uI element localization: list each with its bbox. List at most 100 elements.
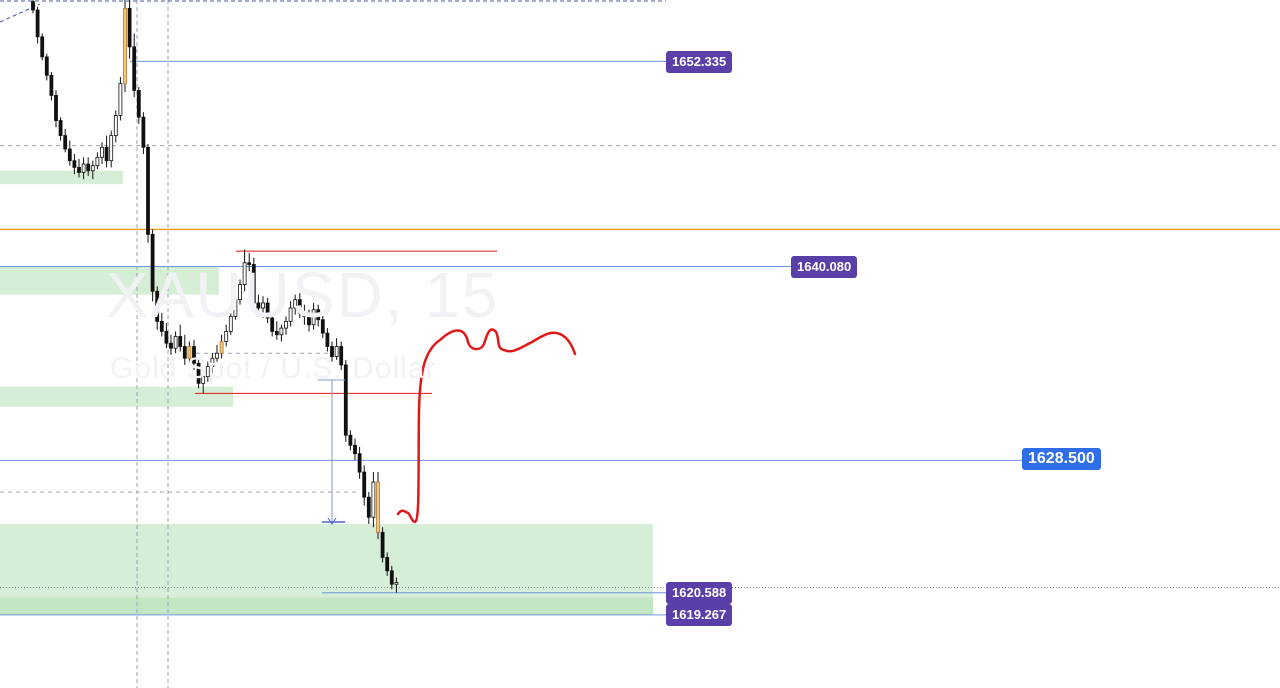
- candle-body: [389, 570, 394, 585]
- candle-body: [95, 156, 100, 167]
- candle: [31, 0, 35, 14]
- candle: [182, 334, 187, 365]
- candle-body: [357, 453, 362, 473]
- candle-body: [215, 352, 219, 359]
- candle-body: [100, 146, 104, 158]
- candle: [233, 294, 238, 320]
- candle-body: [40, 36, 45, 58]
- candle-body: [251, 264, 256, 304]
- candle: [339, 341, 344, 370]
- candle-body: [150, 233, 155, 292]
- candle: [187, 341, 192, 364]
- candle: [362, 465, 367, 506]
- candle-body: [182, 346, 187, 359]
- candle: [146, 143, 150, 243]
- price-label[interactable]: 1620.588: [666, 582, 733, 605]
- candle: [288, 301, 293, 327]
- candle: [389, 565, 394, 590]
- candle: [127, 0, 132, 59]
- candle-body: [109, 135, 114, 162]
- candle-body: [288, 307, 293, 322]
- candle: [210, 353, 215, 374]
- candle: [311, 302, 316, 330]
- candle: [334, 338, 339, 360]
- candle: [141, 112, 146, 155]
- candle-body: [54, 95, 58, 121]
- candle: [72, 154, 77, 175]
- candle: [357, 446, 362, 479]
- candle: [316, 304, 321, 327]
- candle-body: [118, 83, 123, 116]
- candle-body: [31, 1, 35, 11]
- candle-body: [247, 262, 252, 265]
- candle: [261, 296, 265, 319]
- candle: [238, 279, 242, 305]
- price-label[interactable]: 1640.080: [791, 255, 858, 278]
- candle-body: [284, 321, 288, 329]
- candle: [113, 110, 118, 143]
- candle: [90, 160, 95, 180]
- candle-body: [330, 346, 334, 357]
- candle: [173, 331, 178, 354]
- candle-body: [169, 342, 173, 349]
- candle-body: [136, 89, 141, 118]
- candle-body: [187, 346, 192, 359]
- candle-body: [238, 284, 242, 301]
- candle: [67, 140, 72, 166]
- candle-body: [164, 331, 169, 344]
- candle: [155, 286, 160, 330]
- candle: [201, 373, 206, 394]
- candle: [118, 77, 123, 121]
- horizontal-levels: [0, 0, 1280, 616]
- candle: [49, 71, 54, 101]
- candle-body: [307, 315, 311, 326]
- candle: [40, 33, 45, 61]
- candle: [242, 249, 247, 292]
- candle-body: [123, 7, 127, 85]
- candle: [178, 324, 183, 352]
- candle: [169, 334, 173, 355]
- candle-body: [77, 166, 81, 173]
- candle-body: [385, 557, 390, 572]
- price-label[interactable]: 1628.500: [1022, 448, 1101, 471]
- candles: [31, 0, 399, 593]
- candle-body: [58, 120, 63, 136]
- candle: [58, 117, 63, 141]
- candle-body: [256, 302, 261, 309]
- candle: [100, 142, 104, 165]
- candle: [247, 252, 252, 272]
- candle: [320, 314, 325, 339]
- candle: [109, 130, 114, 168]
- candle-body: [90, 165, 95, 172]
- candle: [132, 33, 137, 98]
- candle: [228, 311, 233, 335]
- candle: [81, 157, 86, 180]
- demand-zone: [0, 266, 219, 295]
- candle: [302, 304, 307, 325]
- candle: [86, 157, 91, 176]
- candle: [224, 324, 229, 347]
- candle: [297, 292, 302, 319]
- candle-body: [104, 146, 109, 162]
- candle-body: [67, 148, 72, 162]
- candle: [136, 87, 141, 124]
- candle: [150, 229, 155, 302]
- price-label[interactable]: 1619.267: [666, 604, 733, 627]
- candle: [293, 294, 298, 315]
- candle: [371, 472, 376, 528]
- candle-body: [141, 116, 146, 148]
- candle: [44, 53, 49, 81]
- candle-body: [279, 327, 284, 336]
- candle: [192, 339, 196, 370]
- candle-body: [49, 74, 54, 96]
- candle: [265, 297, 270, 324]
- candle-body: [72, 160, 77, 168]
- candle-body: [311, 309, 316, 326]
- candle-body: [339, 346, 344, 366]
- candle: [219, 334, 224, 359]
- price-label[interactable]: 1652.335: [666, 50, 733, 73]
- candle-body: [242, 262, 247, 285]
- candle-body: [178, 336, 183, 347]
